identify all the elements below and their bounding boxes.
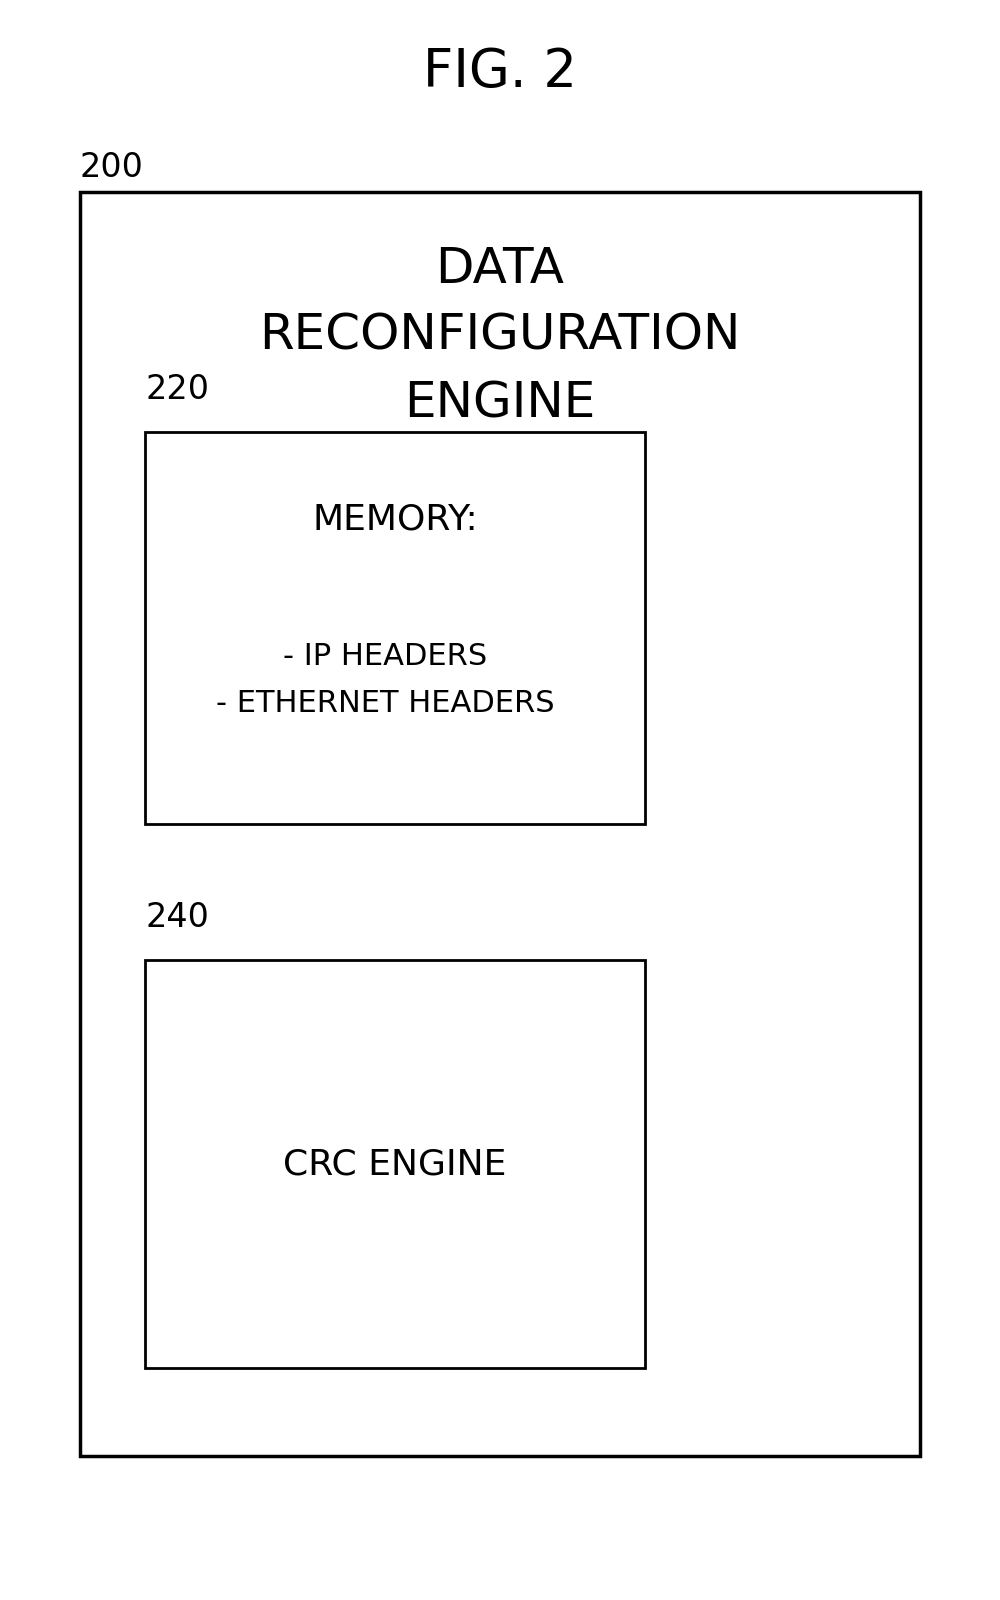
Text: 220: 220 <box>145 373 209 406</box>
Bar <box>145 432 645 824</box>
Text: DATA
RECONFIGURATION
ENGINE: DATA RECONFIGURATION ENGINE <box>259 245 741 427</box>
Text: FIG. 2: FIG. 2 <box>423 46 577 98</box>
Bar <box>145 960 645 1368</box>
Text: 240: 240 <box>145 901 209 934</box>
Bar <box>80 192 920 1456</box>
Text: MEMORY:: MEMORY: <box>312 502 478 538</box>
Text: CRC ENGINE: CRC ENGINE <box>283 1147 507 1182</box>
Text: - IP HEADERS
- ETHERNET HEADERS: - IP HEADERS - ETHERNET HEADERS <box>216 642 554 718</box>
Text: 200: 200 <box>80 150 144 184</box>
